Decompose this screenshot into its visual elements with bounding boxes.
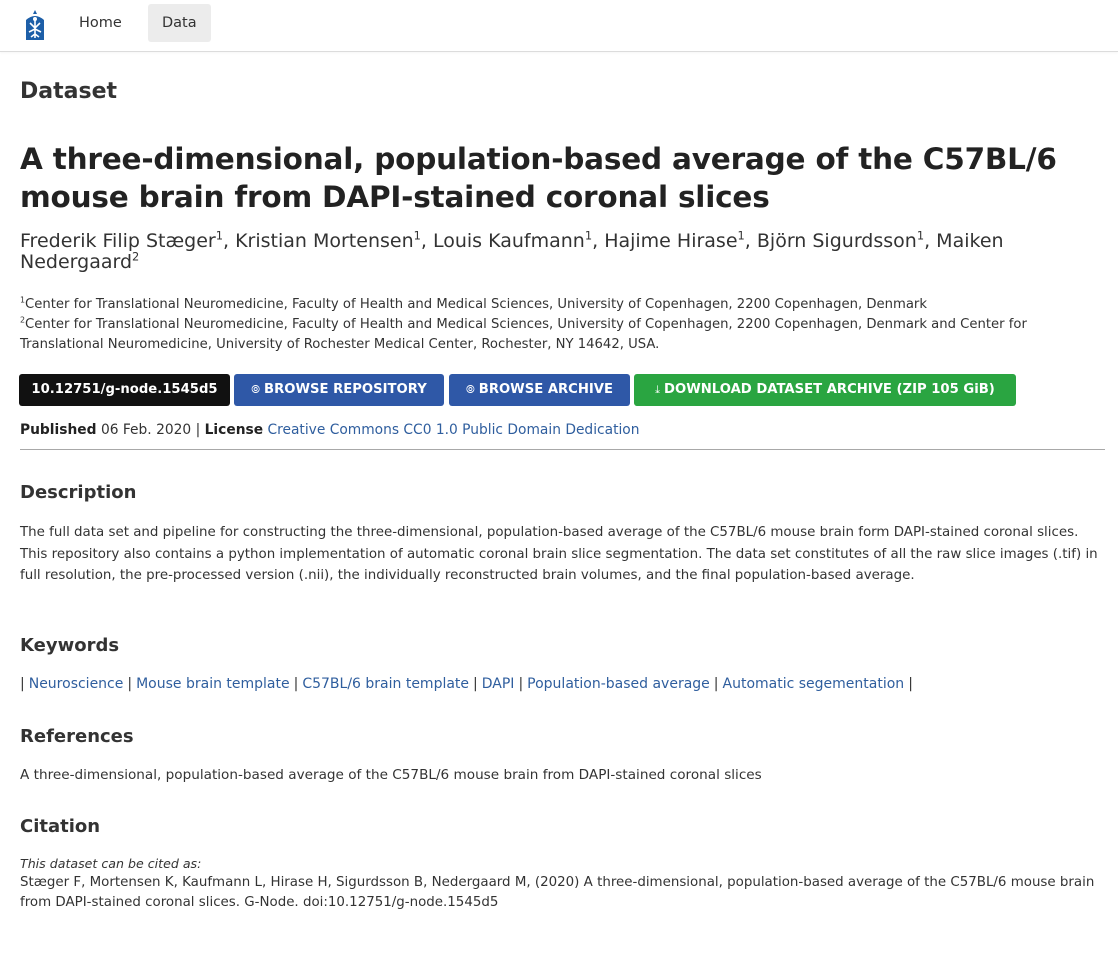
dataset-title: A three-dimensional, population-based av… [20,142,1057,214]
author-name: Frederik Filip Stæger [20,230,216,252]
separator: | [518,676,524,692]
citation-intro: This dataset can be cited as: [20,856,202,871]
affiliation-item: 2Center for Translational Neuromedicine,… [20,315,1110,355]
download-archive-label: DOWNLOAD DATASET ARCHIVE (ZIP 105 GiB) [664,382,995,397]
citation-heading: Citation [20,816,101,837]
author-affiliation-number: 1 [737,228,745,243]
description-heading: Description [20,482,137,503]
published-date: 06 Feb. 2020 [100,422,192,438]
keyword-list: | Neuroscience | Mouse brain template | C57BL… [20,676,917,692]
references-heading: References [20,726,134,747]
author-affiliation-number: 2 [132,249,140,264]
author-list: Frederik Filip Stæger1, Kristian Mortens… [20,228,1004,273]
nav-data-link[interactable]: Data [148,4,211,42]
author-name: Maiken Nedergaard [20,230,1004,273]
author-name: Kristian Mortensen [235,230,414,252]
keyword-link[interactable]: DAPI [481,676,515,692]
doi-button[interactable]: 10.12751/g-node.1545d5 [19,374,230,406]
author-affiliation-number: 1 [584,228,593,243]
top-navbar: Home Data [0,0,1118,52]
description-text: The full data set and pipeline for const… [20,525,1098,583]
affiliation-list: 1Center for Translational Neuromedicine,… [20,295,1110,355]
keyword-link[interactable]: Mouse brain template [136,676,290,692]
browse-repository-button[interactable]: ⦾ BROWSE REPOSITORY [234,374,444,406]
separator: | [713,676,719,692]
affiliation-number: 1 [20,295,26,305]
separator: | [127,676,133,692]
section-label: Dataset [20,79,118,104]
separator: | [473,676,478,692]
license-label: License [204,422,264,438]
separator: | [908,676,913,692]
keyword-link[interactable]: Population-based average [527,676,710,692]
separator: | [293,676,299,692]
author-affiliation-number: 1 [215,228,223,243]
author-affiliation-number: 1 [413,228,421,243]
affiliation-number: 2 [20,315,26,325]
divider [20,449,1105,450]
link-icon: ⦾ [465,383,475,396]
affiliation-text: Center for Translational Neuromedicine, … [20,317,1027,352]
keyword-link[interactable]: Neuroscience [28,676,124,692]
reference-item: A three-dimensional, population-based av… [20,767,762,783]
affiliation-text: Center for Translational Neuromedicine, … [25,297,927,312]
download-archive-button[interactable]: ⤓ DOWNLOAD DATASET ARCHIVE (ZIP 105 GiB) [634,374,1016,406]
keywords-heading: Keywords [20,635,120,656]
author-name: Louis Kaufmann [432,230,585,252]
publication-info: Published 06 Feb. 2020 | License Creativ… [20,422,640,438]
published-label: Published [20,422,97,438]
author-name: Björn Sigurdsson [756,230,917,252]
browse-archive-button[interactable]: ⦾ BROWSE ARCHIVE [449,374,630,406]
keyword-link[interactable]: C57BL/6 brain template [302,676,470,692]
author-affiliation-number: 1 [916,228,925,243]
browse-repository-label: BROWSE REPOSITORY [264,382,427,397]
link-icon: ⦾ [251,383,261,396]
author-name: Hajime Hirase [604,230,738,252]
license-link[interactable]: Creative Commons CC0 1.0 Public Domain D… [267,422,640,438]
separator: | [195,422,201,438]
browse-archive-label: BROWSE ARCHIVE [478,382,614,397]
nav-home-link[interactable]: Home [79,15,122,31]
keyword-link[interactable]: Automatic segementation [722,676,905,692]
download-icon: ⤓ [655,383,661,396]
gin-logo-icon[interactable] [23,8,47,42]
affiliation-item: 1Center for Translational Neuromedicine,… [20,295,1110,315]
citation-text: Stæger F, Mortensen K, Kaufmann L, Hiras… [20,875,1095,910]
separator: | [20,676,25,692]
